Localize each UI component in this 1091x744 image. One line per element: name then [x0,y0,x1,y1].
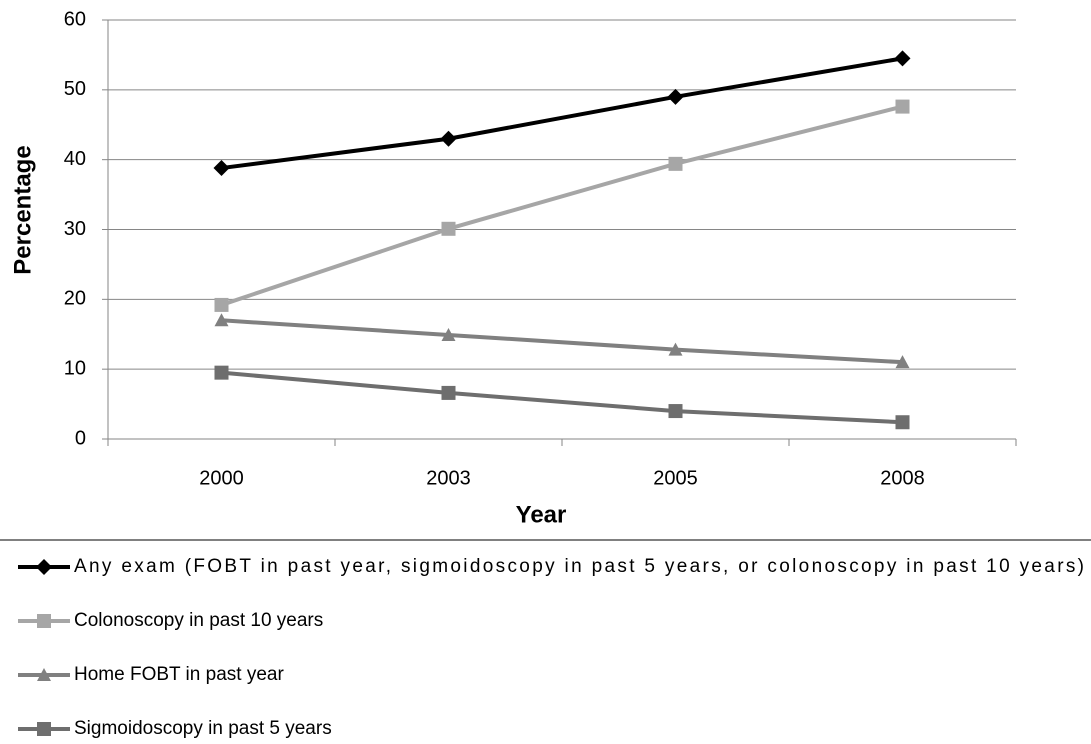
x-tick-label: 2003 [426,467,471,489]
y-tick-label: 20 [64,288,86,310]
x-axis-title: Year [516,501,567,528]
series-line [221,318,903,365]
data-point [667,88,684,105]
data-point [214,313,229,327]
data-point [668,156,683,171]
series-line [220,104,903,307]
series-line [221,56,903,171]
data-point [668,342,683,356]
data-point [894,50,911,67]
y-axis-title: Percentage [9,145,36,274]
data-point [895,355,910,369]
y-tick-label: 50 [64,78,86,100]
data-point [214,297,229,312]
legend-label: Any exam (FOBT in past year, sigmoidosco… [74,556,1084,577]
data-point [441,327,456,341]
legend-label: Sigmoidoscopy in past 5 years [74,718,332,739]
series-line [221,370,903,425]
data-point [213,160,230,177]
y-tick-label: 30 [64,218,86,240]
legend-marker [37,668,51,681]
data-point [441,221,456,236]
legend-label: Home FOBT in past year [74,664,284,685]
y-tick-label: 60 [64,8,86,30]
data-point [441,385,456,400]
x-tick-label: 2005 [653,467,698,489]
data-point [440,130,457,147]
y-tick-label: 0 [75,427,86,449]
legend-marker [36,559,52,575]
y-tick-label: 10 [64,357,86,379]
x-tick-label: 2008 [880,467,925,489]
y-tick-label: 40 [64,148,86,170]
data-point [668,404,683,419]
x-tick-label: 2000 [199,467,244,489]
data-point [895,415,910,430]
legend-marker [37,614,51,628]
data-point [214,365,229,380]
legend-marker [37,722,51,736]
legend-label: Colonoscopy in past 10 years [74,610,323,631]
data-point [895,99,910,114]
